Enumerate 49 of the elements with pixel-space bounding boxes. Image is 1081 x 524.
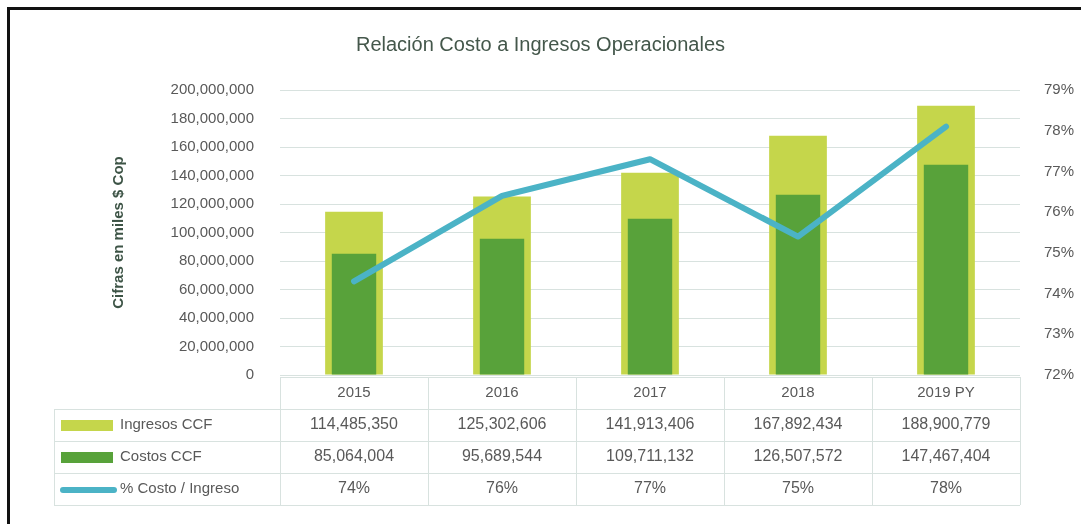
y2-tick-label: 73%: [1044, 324, 1075, 342]
y2-tick-label: 76%: [1044, 202, 1075, 220]
bar: [331, 253, 377, 375]
data-label: 114,485,350: [310, 415, 398, 433]
x-tick-label: 2018: [781, 383, 815, 401]
data-label: 167,892,434: [753, 415, 843, 433]
data-label: 126,507,572: [753, 447, 843, 465]
bar: [923, 164, 969, 375]
data-label: 75%: [781, 479, 815, 497]
legend-label: % Costo / Ingreso: [120, 479, 240, 497]
data-label: 74%: [337, 479, 371, 497]
data-label: 109,711,132: [606, 447, 694, 465]
y2-tick-label: 74%: [1044, 283, 1075, 301]
data-label: 76%: [485, 479, 519, 497]
y-tick-label: 60,000,000: [178, 279, 254, 297]
bar: [627, 218, 673, 375]
data-label: 85,064,004: [313, 447, 395, 465]
data-label: 147,467,404: [901, 447, 991, 465]
y-tick-label: 20,000,000: [178, 336, 254, 354]
data-label: 95,689,544: [461, 447, 543, 465]
x-tick-label: 2015: [337, 383, 371, 401]
bar: [775, 194, 821, 375]
y2-tick-label: 75%: [1044, 243, 1075, 260]
y2-tick-label: 78%: [1044, 120, 1075, 138]
y-tick-label: 180,000,000: [170, 108, 254, 126]
x-tick-label: 2017: [633, 383, 667, 401]
y-tick-label: 140,000,000: [170, 165, 254, 183]
y-tick-label: 40,000,000: [178, 308, 254, 326]
x-tick-label: 2016: [485, 383, 519, 401]
y-axis-title: Cifras en miles $ Cop: [109, 156, 127, 309]
data-label: 125,302,606: [457, 415, 547, 433]
y2-tick-label: 77%: [1044, 161, 1075, 179]
bar: [479, 238, 525, 375]
y-tick-label: 80,000,000: [178, 251, 254, 269]
legend-label: Costos CCF: [120, 447, 202, 465]
legend-label: Ingresos CCF: [120, 415, 213, 433]
x-tick-label: 2019 PY: [917, 383, 975, 401]
y2-tick-label: 72%: [1044, 365, 1075, 383]
y-tick-label: 200,000,000: [170, 80, 254, 98]
y-tick-label: 0: [245, 365, 254, 383]
y-tick-label: 120,000,000: [170, 194, 254, 212]
y2-tick-label: 79%: [1044, 80, 1075, 98]
y-tick-label: 160,000,000: [170, 137, 254, 155]
y-tick-label: 100,000,000: [170, 222, 254, 240]
data-label: 141,913,406: [605, 415, 695, 433]
data-label: 188,900,779: [901, 415, 991, 433]
chart-title: Relación Costo a Ingresos Operacionales: [355, 32, 726, 55]
data-label: 77%: [633, 479, 667, 497]
data-label: 78%: [929, 479, 963, 497]
